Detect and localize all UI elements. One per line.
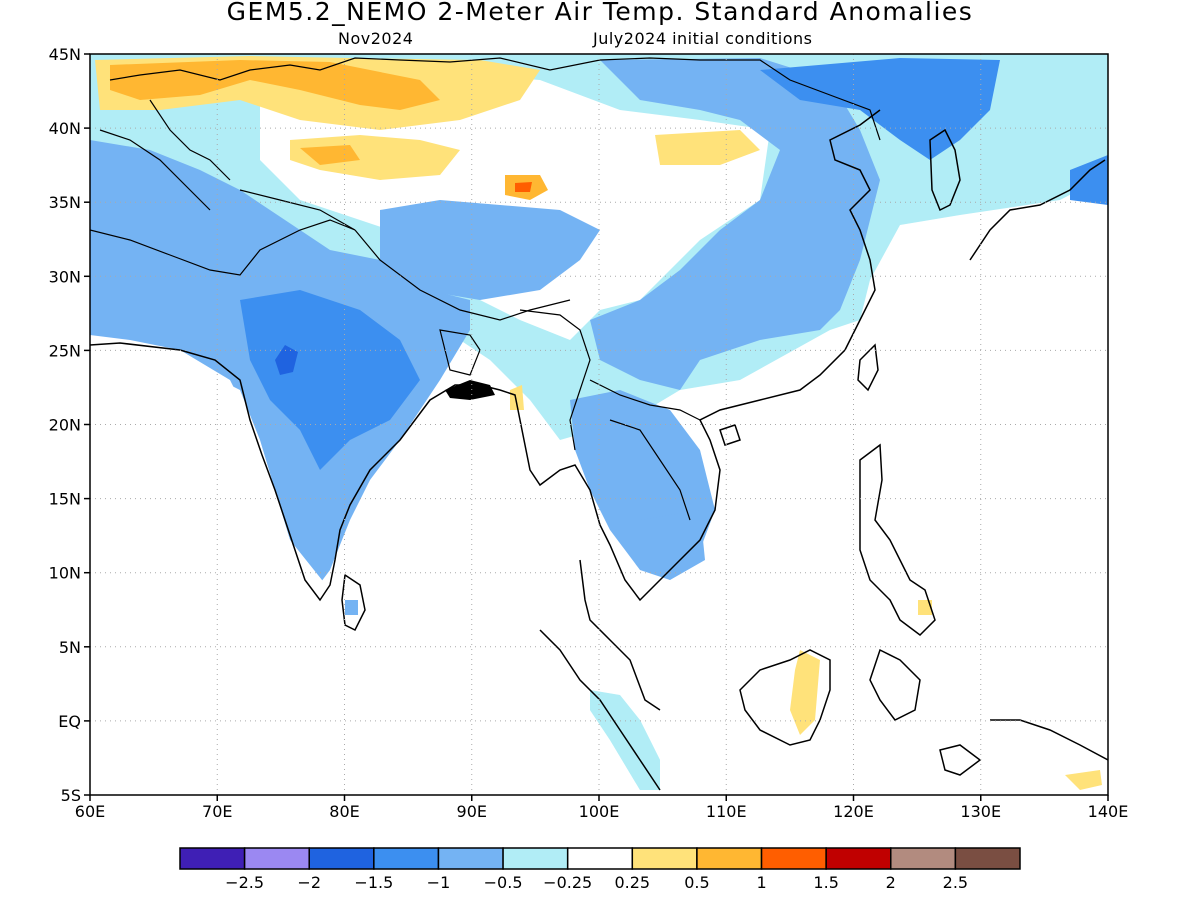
legend-label: 0.5 [684,873,709,892]
legend-label: −2.5 [225,873,264,892]
longitude-axis: 60E 70E 80E 90E 100E 110E 120E 130E 140E [75,795,1129,821]
anomaly-region-warm-borneo-top [790,650,820,735]
anomaly-region-blue-plateau [380,200,600,300]
legend-label: −1.5 [354,873,393,892]
x-tick-label: 60E [75,802,105,821]
anomaly-region-strong-blue-spot [275,345,298,375]
legend-swatch [760,847,827,870]
legend-label: −1 [427,873,451,892]
legend-label: −0.25 [543,873,592,892]
anomaly-region-warm-myanmar [510,385,524,410]
legend-swatch [825,847,892,870]
x-tick-label: 130E [960,802,1001,821]
y-tick-label: 40N [49,119,81,138]
legend-label: 2.5 [943,873,968,892]
x-tick-label: 140E [1088,802,1129,821]
x-tick-label: 110E [706,802,747,821]
ocean-mask-south [90,300,1108,795]
y-tick-label: 10N [49,564,81,583]
legend-label: −2 [297,873,321,892]
legend-swatch [243,847,310,870]
anomaly-region-darker-blue-japan [1070,155,1108,205]
map-title: GEM5.2_NEMO 2-Meter Air Temp. Standard A… [226,0,974,26]
legend-label: 1.5 [813,873,838,892]
legend-label: 0.25 [614,873,650,892]
color-legend: −2.5 −2 −1.5 −1 −0.5 −0.25 0.25 0.5 1 1.5 2 2.5 [179,847,1021,892]
forecast-month: Nov2024 [338,29,414,48]
legend-swatch [502,847,569,870]
legend-swatch [890,847,957,870]
legend-swatch [308,847,375,870]
legend-label: −0.5 [484,873,523,892]
y-tick-label: 20N [49,416,81,435]
legend-swatch [437,847,504,870]
anomaly-region-warm-mindanao-top [918,600,932,615]
x-tick-label: 90E [457,802,487,821]
anomaly-region-warm-qinghai [655,130,760,165]
anomaly-region-orange-mongolia [110,60,440,110]
legend-swatch [566,847,634,870]
y-tick-label: 45N [49,45,81,64]
anomaly-region-red-spot [515,182,532,192]
legend-label: 2 [886,873,896,892]
legend-label: 1 [756,873,766,892]
y-tick-label: 5N [59,638,81,657]
country-borders [90,57,881,521]
initial-conditions-label: July2024 initial conditions [593,29,813,48]
legend-swatch [179,847,246,870]
y-tick-label: 35N [49,193,81,212]
legend-swatch [373,847,440,870]
y-tick-label: 30N [49,267,81,286]
legend-swatch [954,847,1021,870]
anomaly-region-darker-blue-korea [760,58,1000,160]
y-tick-label: 5S [61,786,81,805]
anomaly-region-blue-srilanka [345,600,358,615]
x-tick-label: 80E [329,802,359,821]
y-tick-label: 25N [49,341,81,360]
legend-swatch [696,847,763,870]
anomaly-region-blue-vietnam [640,510,705,580]
anomaly-region-blue-china [590,58,880,390]
latitude-axis: 45N 40N 35N 30N 25N 20N 15N 10N 5N EQ 5S [49,45,90,805]
x-tick-label: 100E [579,802,620,821]
x-tick-label: 120E [833,802,874,821]
anomaly-field [90,54,1108,795]
x-tick-label: 70E [202,802,232,821]
anomaly-region-warm-newguinea-top [1065,770,1102,790]
map-grid [90,54,1108,795]
y-tick-label: 15N [49,490,81,509]
ganges-delta [445,380,495,400]
y-tick-label: EQ [58,712,81,731]
legend-swatch [631,847,698,870]
coastlines [90,109,1108,791]
